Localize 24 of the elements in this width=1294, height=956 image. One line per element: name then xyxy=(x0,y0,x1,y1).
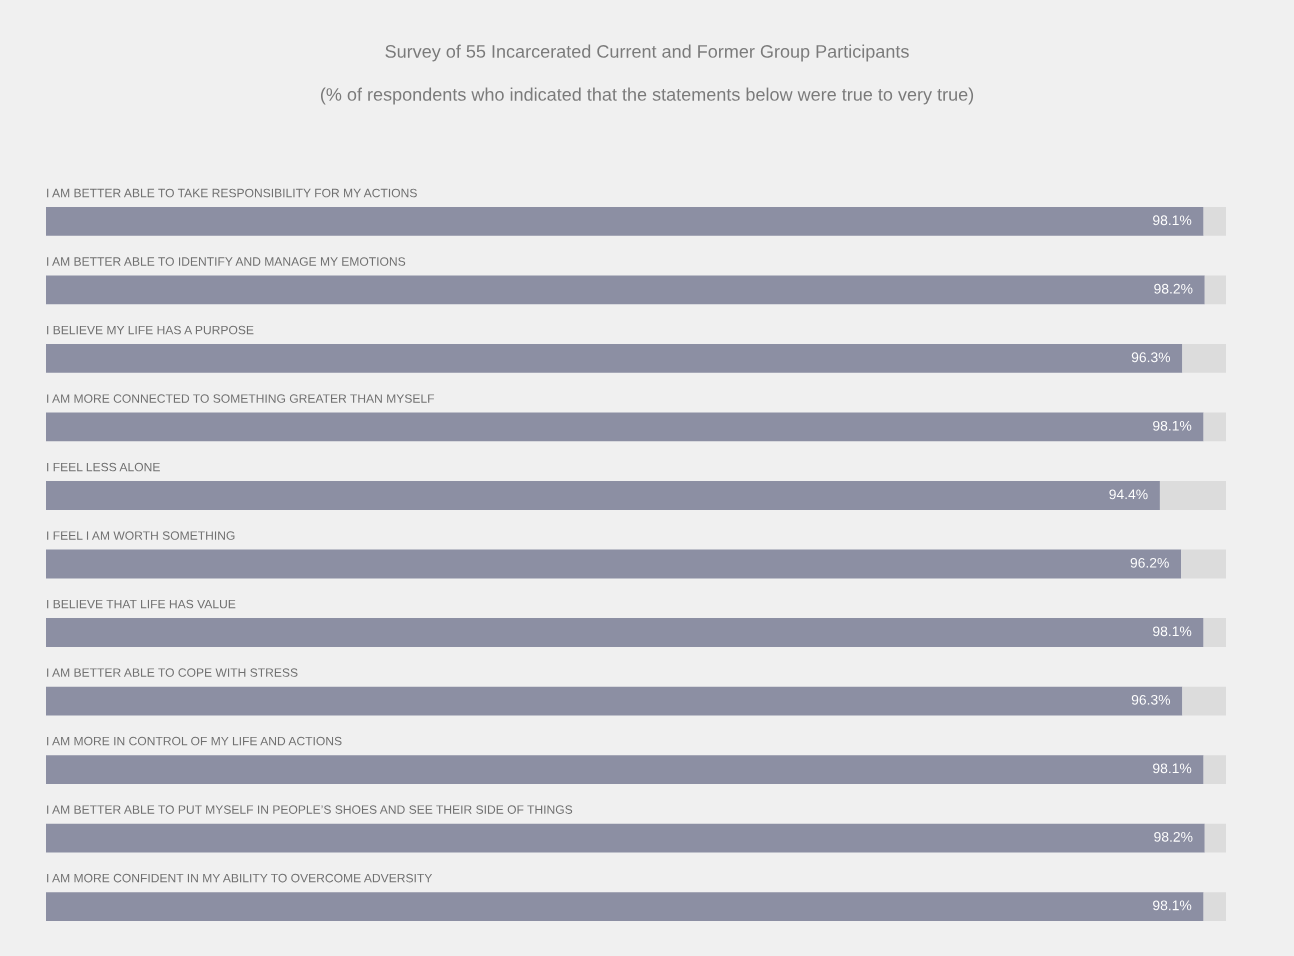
data-label: 98.1% xyxy=(1153,900,1192,911)
chart-title: Survey of 55 Incarcerated Current and Former Group Participants xyxy=(385,44,909,62)
data-label: 98.1% xyxy=(1153,763,1192,774)
data-label: 98.1% xyxy=(1153,626,1192,637)
data-label: 98.2% xyxy=(1154,283,1193,294)
y-tick-label: I AM MORE IN CONTROL OF MY LIFE AND ACTIONS xyxy=(47,736,342,746)
data-label: 96.2% xyxy=(1130,557,1169,568)
data-label: 98.1% xyxy=(1153,215,1192,226)
y-tick-label: I FEEL LESS ALONE xyxy=(47,462,160,472)
y-tick-label: I AM MORE CONNECTED TO SOMETHING GREATER THAN MYSELF xyxy=(47,394,435,403)
data-label: 94.4% xyxy=(1109,489,1148,500)
y-tick-label: I AM BETTER ABLE TO TAKE RESPONSIBILITY FOR MY ACTIONS xyxy=(47,188,417,198)
y-tick-label: I FEEL I AM WORTH SOMETHING xyxy=(47,531,235,540)
y-tick-label: I AM MORE CONFIDENT IN MY ABILITY TO OVERCOME ADVERSITY xyxy=(47,873,433,883)
data-label: 98.1% xyxy=(1153,420,1192,431)
y-tick-label: I BELIEVE THAT LIFE HAS VALUE xyxy=(47,599,236,609)
chart-subtitle: (% of respondents who indicated that the statements below were true to very true) xyxy=(320,87,974,105)
y-tick-label: I BELIEVE MY LIFE HAS A PURPOSE xyxy=(47,325,254,335)
y-tick-label: I AM BETTER ABLE TO IDENTIFY AND MANAGE MY EMOTIONS xyxy=(47,257,406,266)
data-label: 96.3% xyxy=(1131,352,1171,363)
data-label: 96.3% xyxy=(1131,694,1171,705)
y-tick-label: I AM BETTER ABLE TO COPE WITH STRESS xyxy=(47,668,298,677)
y-tick-label: I AM BETTER ABLE TO PUT MYSELF IN PEOPLE’S SHOES AND SEE THEIR SIDE OF THINGS xyxy=(47,805,573,814)
data-label: 98.2% xyxy=(1154,831,1193,842)
